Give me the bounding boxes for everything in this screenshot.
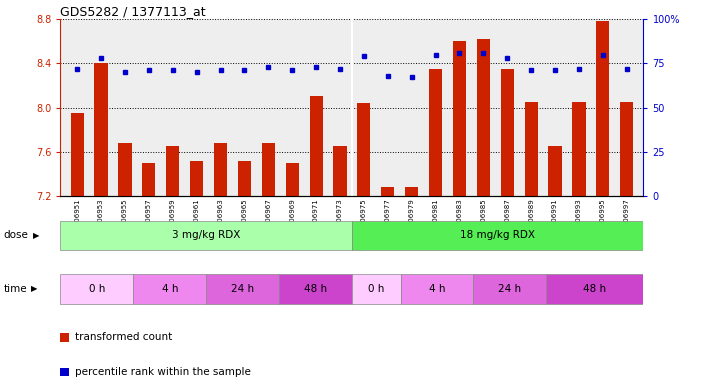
Bar: [166, 146, 179, 196]
Bar: [70, 113, 84, 196]
Bar: [279, 274, 352, 304]
Text: dose: dose: [4, 230, 28, 240]
Text: ▶: ▶: [31, 285, 38, 293]
Bar: [620, 102, 634, 196]
Text: transformed count: transformed count: [75, 333, 172, 343]
Bar: [352, 220, 643, 250]
Text: 48 h: 48 h: [304, 284, 327, 294]
Bar: [262, 143, 275, 196]
Bar: [95, 63, 107, 196]
Bar: [142, 163, 156, 196]
Bar: [238, 161, 251, 196]
Bar: [405, 187, 418, 196]
Bar: [309, 96, 323, 196]
Bar: [134, 274, 206, 304]
Text: 24 h: 24 h: [231, 284, 255, 294]
Bar: [548, 146, 562, 196]
Bar: [381, 187, 395, 196]
Text: ▶: ▶: [33, 231, 40, 240]
Bar: [525, 102, 538, 196]
Bar: [190, 161, 203, 196]
Text: 18 mg/kg RDX: 18 mg/kg RDX: [460, 230, 535, 240]
Bar: [572, 102, 586, 196]
Text: percentile rank within the sample: percentile rank within the sample: [75, 367, 250, 377]
Text: 0 h: 0 h: [89, 284, 105, 294]
Bar: [429, 69, 442, 196]
Bar: [477, 39, 490, 196]
Text: 0 h: 0 h: [368, 284, 385, 294]
Text: 4 h: 4 h: [429, 284, 445, 294]
Bar: [60, 220, 352, 250]
Bar: [358, 103, 370, 196]
Bar: [214, 143, 227, 196]
Bar: [206, 274, 279, 304]
Bar: [474, 274, 546, 304]
Text: 3 mg/kg RDX: 3 mg/kg RDX: [172, 230, 240, 240]
Bar: [453, 41, 466, 196]
Bar: [60, 274, 134, 304]
Bar: [501, 69, 514, 196]
Text: 24 h: 24 h: [498, 284, 521, 294]
Bar: [546, 274, 643, 304]
Bar: [333, 146, 346, 196]
Bar: [352, 274, 400, 304]
Text: 48 h: 48 h: [583, 284, 606, 294]
Text: 4 h: 4 h: [161, 284, 178, 294]
Text: GDS5282 / 1377113_at: GDS5282 / 1377113_at: [60, 5, 206, 18]
Bar: [597, 22, 609, 196]
Bar: [118, 143, 132, 196]
Bar: [400, 274, 474, 304]
Bar: [286, 163, 299, 196]
Text: time: time: [4, 284, 27, 294]
